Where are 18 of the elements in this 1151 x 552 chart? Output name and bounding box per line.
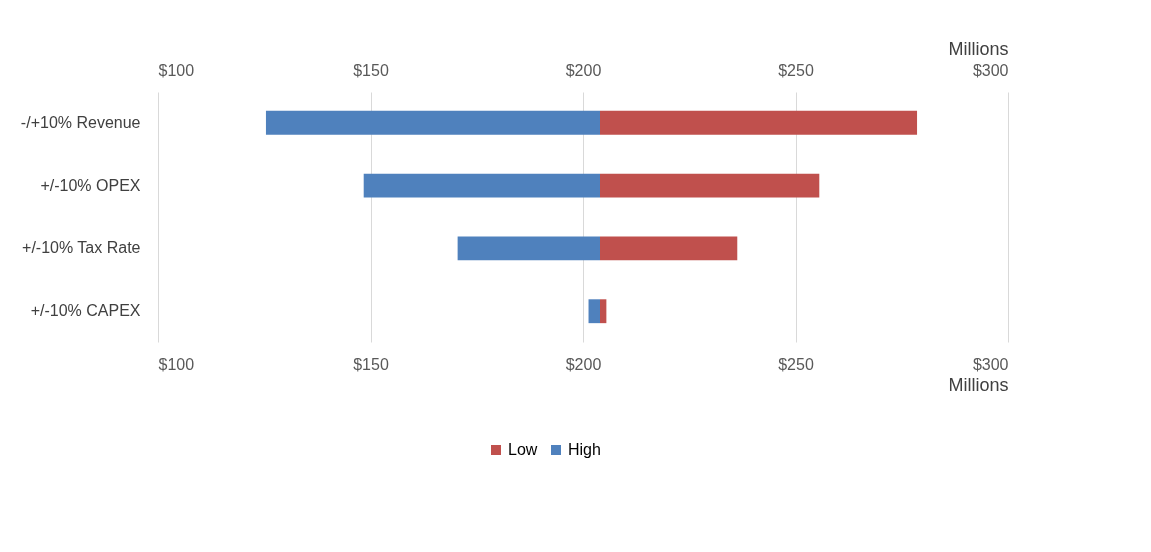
legend-label: High — [568, 441, 601, 458]
x2-tick-label: $300 — [972, 355, 1009, 373]
y-tick-label: +/-10% Tax Rate — [22, 239, 141, 257]
x2-tick-label: $100 — [158, 355, 195, 373]
y-tick-label: +/-10% CAPEX — [30, 302, 141, 320]
x2-tick-label: $200 — [565, 355, 602, 373]
x-tick-label: $250 — [778, 61, 814, 79]
y-tick-label: +/-10% OPEX — [40, 176, 141, 194]
x-tick-label: $300 — [972, 61, 1009, 79]
x-tick-label: $200 — [565, 61, 602, 79]
y-tick-label: -/+10% Revenue — [20, 113, 141, 131]
x-tick-label: $100 — [158, 61, 195, 79]
legend-label: Low — [508, 441, 538, 458]
x2-tick-label: $150 — [353, 355, 389, 373]
x-tick-label: $150 — [353, 61, 389, 79]
x2-tick-label: $250 — [778, 355, 814, 373]
x-axis-title: Millions — [948, 374, 1009, 395]
x2-axis-title: Millions — [948, 38, 1009, 59]
